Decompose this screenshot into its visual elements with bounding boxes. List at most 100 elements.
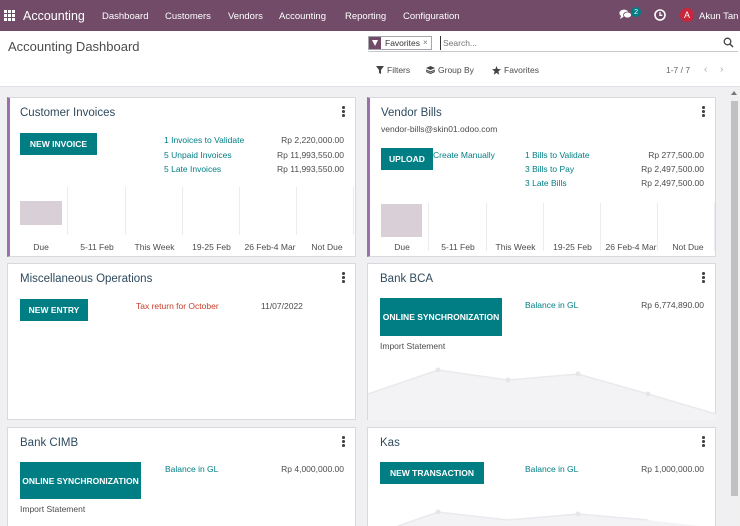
balance-amount: Rp 4,000,000.00 <box>281 464 344 474</box>
bank-cimb-card: Bank CIMB ONLINE SYNCHRONIZATION Balance… <box>7 427 356 526</box>
group-by-button[interactable]: Group By <box>426 65 474 75</box>
search-icon[interactable] <box>723 37 734 48</box>
user-avatar[interactable]: A <box>680 8 694 22</box>
create-manually-link[interactable]: Create Manually <box>433 150 495 160</box>
bank-bca-card: Bank BCA ONLINE SYNCHRONIZATION Balance … <box>367 263 716 420</box>
card-title[interactable]: Bank BCA <box>380 273 434 285</box>
scrollbar-thumb[interactable] <box>731 101 738 496</box>
bills-bar-chart[interactable]: Due 5-11 Feb This Week 19-25 Feb 26 Feb-… <box>379 203 715 273</box>
chart-label: This Week <box>495 242 536 252</box>
scroll-up-icon[interactable] <box>731 91 737 95</box>
apps-menu-icon[interactable] <box>4 10 15 21</box>
layers-icon <box>426 66 435 74</box>
card-kebab-icon[interactable] <box>342 106 345 117</box>
unpaid-invoices-amount: Rp 11,993,550.00 <box>277 150 344 160</box>
card-kebab-icon[interactable] <box>342 436 345 447</box>
filter-icon <box>376 66 384 74</box>
bills-to-pay-link[interactable]: 3 Bills to Pay <box>525 164 575 174</box>
favorites-label: Favorites <box>504 65 539 75</box>
bills-to-validate-link[interactable]: 1 Bills to Validate <box>525 150 590 160</box>
facet-remove-icon[interactable]: × <box>422 38 428 47</box>
late-invoices-amount: Rp 11,993,550.00 <box>277 164 344 174</box>
online-sync-button[interactable]: ONLINE SYNCHRONIZATION <box>380 298 502 336</box>
user-name[interactable]: Akun Tan <box>699 11 739 22</box>
new-entry-button[interactable]: NEW ENTRY <box>20 299 88 321</box>
pager-value[interactable]: 1-7 / 7 <box>666 65 691 75</box>
balance-in-gl-link[interactable]: Balance in GL <box>165 464 219 474</box>
invoices-bar-chart[interactable]: Due 5-11 Feb This Week 19-25 Feb 26 Feb-… <box>18 187 354 257</box>
search-input[interactable] <box>440 36 710 50</box>
balance-amount: Rp 1,000,000.00 <box>641 464 704 474</box>
nav-dashboard[interactable]: Dashboard <box>102 11 149 22</box>
invoices-to-validate-link[interactable]: 1 Invoices to Validate <box>164 135 245 145</box>
balance-line-chart[interactable] <box>368 356 716 420</box>
chart-label: Not Due <box>311 242 343 252</box>
app-brand[interactable]: Accounting <box>23 9 85 23</box>
late-invoices-link[interactable]: 5 Late Invoices <box>164 164 222 174</box>
top-navbar: Accounting Dashboard Customers Vendors A… <box>0 0 740 31</box>
balance-amount: Rp 6,774,890.00 <box>641 300 704 310</box>
chart-label: 5-11 Feb <box>80 242 114 252</box>
vendor-bills-email: vendor-bills@skin01.odoo.com <box>381 124 498 134</box>
facet-label: Favorites <box>385 38 420 48</box>
chart-label: 19-25 Feb <box>192 242 231 252</box>
chart-label: 26 Feb-4 Mar <box>605 242 657 252</box>
page-scrollbar[interactable] <box>729 87 740 526</box>
invoices-to-validate-amount: Rp 2,220,000.00 <box>281 135 344 145</box>
nav-customers[interactable]: Customers <box>165 11 211 22</box>
balance-in-gl-link[interactable]: Balance in GL <box>525 464 579 474</box>
bills-to-validate-amount: Rp 277,500.00 <box>648 150 704 160</box>
import-statement-link[interactable]: Import Statement <box>380 341 446 351</box>
page-title: Accounting Dashboard <box>8 39 140 54</box>
chat-count-badge: 2 <box>631 7 642 17</box>
card-kebab-icon[interactable] <box>702 436 705 447</box>
filters-button[interactable]: Filters <box>376 65 410 75</box>
kas-card: Kas NEW TRANSACTION Balance in GL Rp 1,0… <box>367 427 716 526</box>
card-title[interactable]: Miscellaneous Operations <box>20 273 153 285</box>
new-invoice-button[interactable]: NEW INVOICE <box>20 133 97 155</box>
card-title[interactable]: Vendor Bills <box>381 107 442 119</box>
nav-accounting[interactable]: Accounting <box>279 11 327 22</box>
control-panel: Accounting Dashboard Favorites × Filters… <box>0 31 740 87</box>
online-sync-button[interactable]: ONLINE SYNCHRONIZATION <box>20 462 141 499</box>
chart-label: This Week <box>134 242 175 252</box>
card-title[interactable]: Customer Invoices <box>20 107 116 119</box>
chart-bar-due[interactable] <box>381 204 422 237</box>
vendor-bills-card: Vendor Bills vendor-bills@skin01.odoo.co… <box>367 97 716 257</box>
late-bills-amount: Rp 2,497,500.00 <box>641 178 704 188</box>
tax-return-date: 11/07/2022 <box>261 301 303 311</box>
nav-configuration[interactable]: Configuration <box>403 11 460 22</box>
group-by-label: Group By <box>438 65 474 75</box>
chart-label: Due <box>394 242 410 252</box>
card-kebab-icon[interactable] <box>702 272 705 283</box>
chart-label: Not Due <box>672 242 704 252</box>
nav-reporting[interactable]: Reporting <box>345 11 387 22</box>
filters-label: Filters <box>387 65 411 75</box>
chart-label: 19-25 Feb <box>553 242 592 252</box>
balance-in-gl-link[interactable]: Balance in GL <box>525 300 579 310</box>
late-bills-link[interactable]: 3 Late Bills <box>525 178 567 188</box>
filter-funnel-icon <box>369 37 381 49</box>
new-transaction-button[interactable]: NEW TRANSACTION <box>380 462 484 484</box>
pager-prev-icon[interactable]: ‹ <box>704 64 708 75</box>
misc-operations-card: Miscellaneous Operations NEW ENTRY Tax r… <box>7 263 356 420</box>
chart-bar-due[interactable] <box>20 201 62 225</box>
pager-next-icon[interactable]: › <box>720 64 724 75</box>
activity-clock-icon[interactable] <box>654 9 666 21</box>
import-statement-link[interactable]: Import Statement <box>20 504 86 514</box>
bills-to-pay-amount: Rp 2,497,500.00 <box>641 164 704 174</box>
nav-vendors[interactable]: Vendors <box>228 11 263 22</box>
card-kebab-icon[interactable] <box>702 106 705 117</box>
card-title[interactable]: Bank CIMB <box>20 437 79 449</box>
search-bar: Favorites × <box>368 35 738 52</box>
unpaid-invoices-link[interactable]: 5 Unpaid Invoices <box>164 150 232 160</box>
balance-line-chart[interactable] <box>368 498 716 526</box>
upload-button[interactable]: UPLOAD <box>381 148 433 170</box>
card-title[interactable]: Kas <box>380 437 400 449</box>
favorites-facet[interactable]: Favorites × <box>368 36 432 50</box>
tax-return-link[interactable]: Tax return for October <box>136 301 219 311</box>
chart-label: Due <box>33 242 49 252</box>
chart-label: 5-11 Feb <box>441 242 475 252</box>
card-kebab-icon[interactable] <box>342 272 345 283</box>
favorites-button[interactable]: Favorites <box>492 65 539 75</box>
